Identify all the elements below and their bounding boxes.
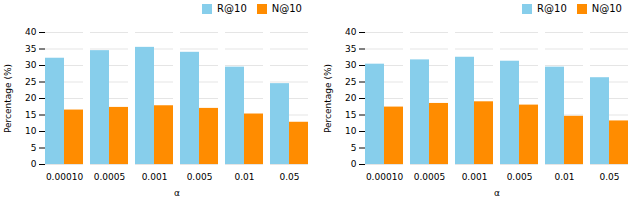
svg-text:20: 20	[25, 93, 37, 103]
svg-text:0.0005: 0.0005	[94, 172, 126, 182]
svg-text:10: 10	[345, 126, 357, 136]
svg-text:α: α	[174, 188, 180, 198]
svg-text:30: 30	[345, 60, 357, 70]
svg-text:35: 35	[25, 44, 36, 54]
svg-text:0.01: 0.01	[234, 172, 254, 182]
svg-text:0.005: 0.005	[187, 172, 213, 182]
svg-text:0.05: 0.05	[279, 172, 299, 182]
svg-text:0.00010: 0.00010	[46, 172, 83, 182]
html-text:R@10: R@10	[217, 3, 247, 14]
svg-text:0.01: 0.01	[554, 172, 574, 182]
svg-text:15: 15	[25, 110, 36, 120]
svg-text:30: 30	[25, 60, 37, 70]
svg-text:α: α	[494, 188, 500, 198]
svg-text:15: 15	[345, 110, 356, 120]
svg-text:35: 35	[345, 44, 356, 54]
svg-text:40: 40	[345, 27, 357, 37]
svg-text:40: 40	[25, 27, 37, 37]
svg-text:0.001: 0.001	[142, 172, 168, 182]
html-text:R@10: R@10	[537, 3, 567, 14]
svg-text:Percentage (%): Percentage (%)	[3, 64, 13, 133]
svg-text:0.00010: 0.00010	[366, 172, 403, 182]
svg-text:25: 25	[345, 77, 356, 87]
svg-text:0: 0	[31, 159, 37, 169]
svg-text:0.05: 0.05	[599, 172, 619, 182]
svg-text:0: 0	[351, 159, 357, 169]
svg-text:10: 10	[25, 126, 37, 136]
svg-text:0.001: 0.001	[462, 172, 488, 182]
svg-text:0.0005: 0.0005	[414, 172, 446, 182]
svg-text:20: 20	[345, 93, 357, 103]
svg-text:0.005: 0.005	[507, 172, 533, 182]
svg-text:25: 25	[25, 77, 36, 87]
svg-text:Percentage (%): Percentage (%)	[323, 64, 333, 133]
html-text:N@10: N@10	[271, 3, 302, 14]
svg-text:5: 5	[351, 143, 357, 153]
svg-text:5: 5	[31, 143, 37, 153]
html-text:N@10: N@10	[591, 3, 622, 14]
